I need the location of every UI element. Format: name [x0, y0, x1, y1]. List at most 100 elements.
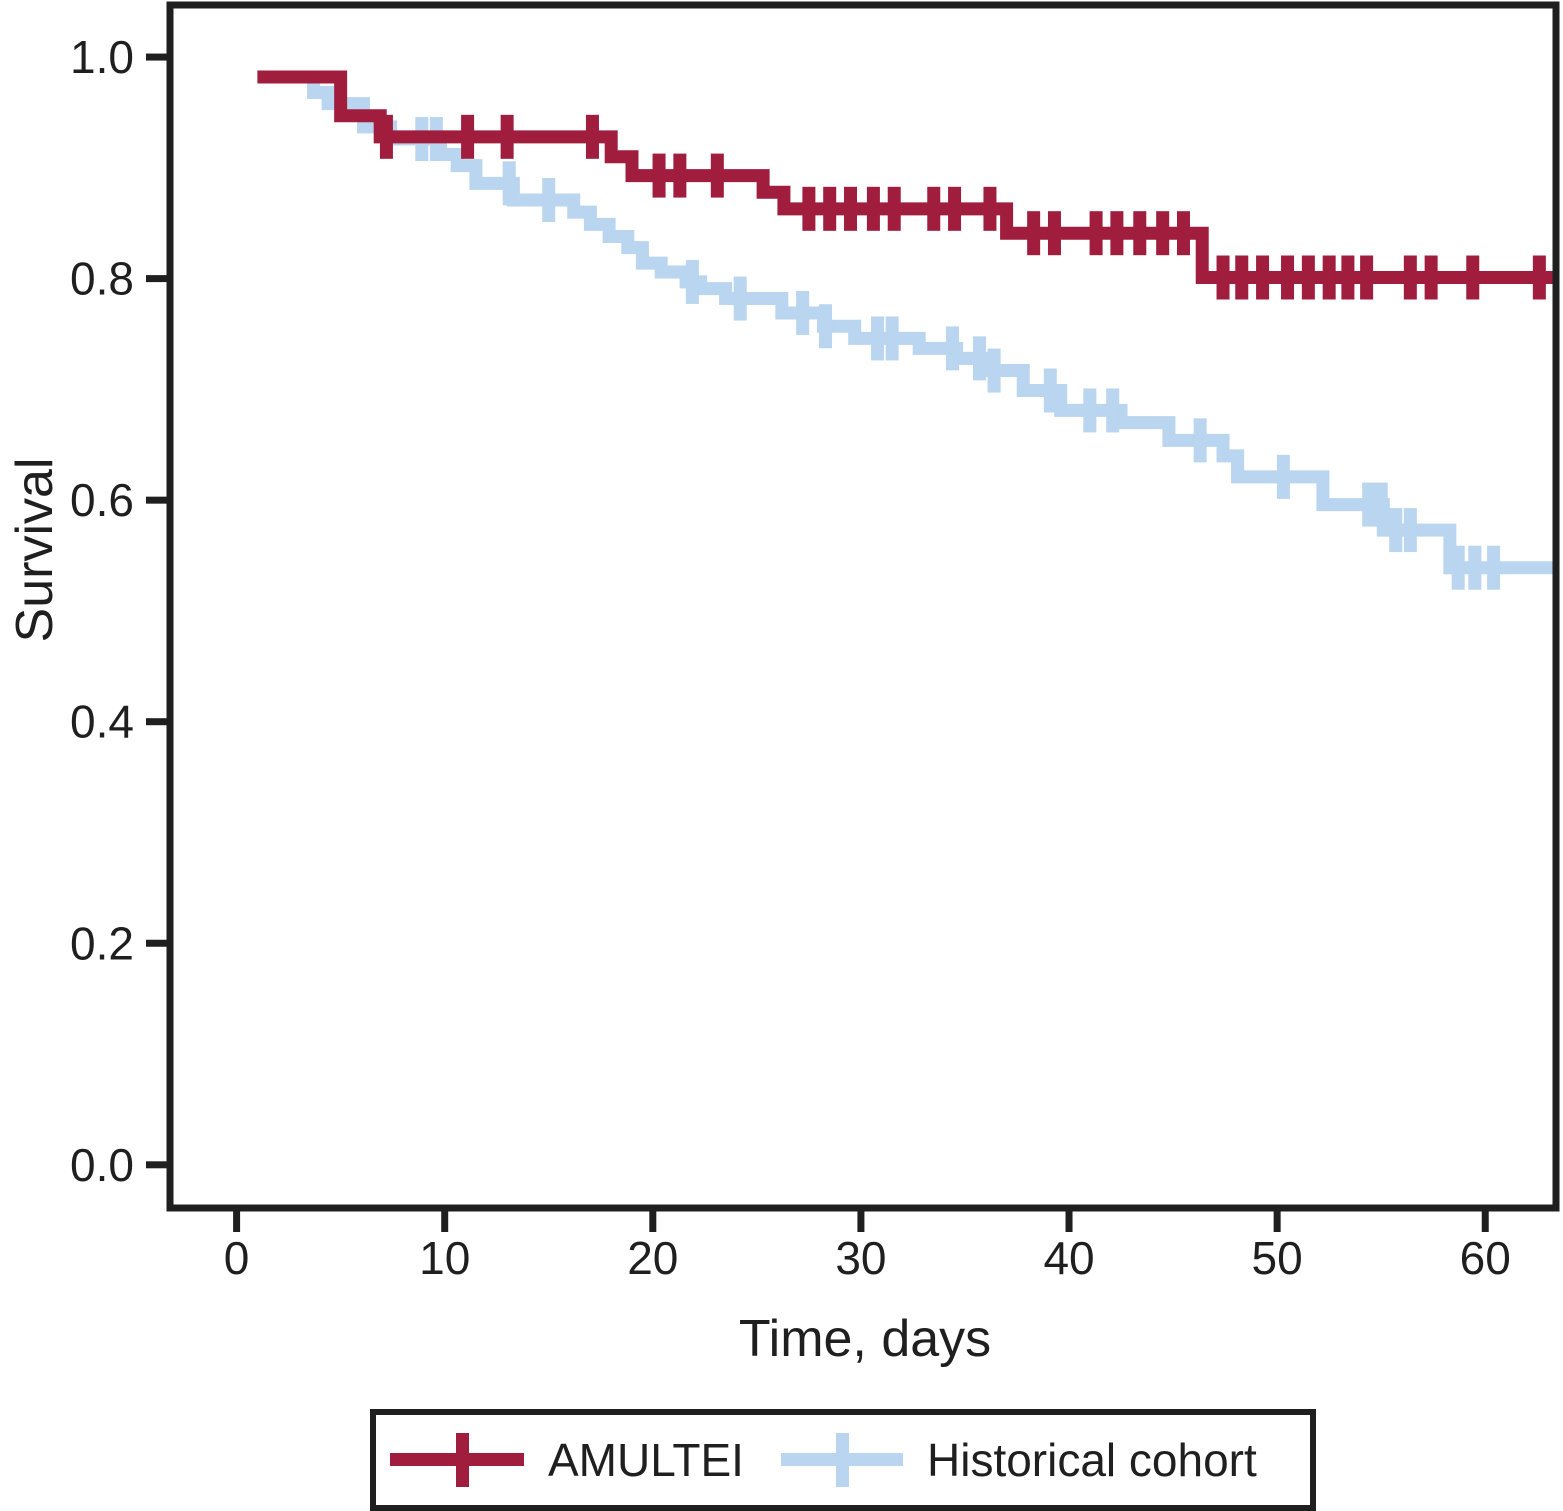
x-tick [649, 1208, 657, 1232]
legend-marker-amultei [390, 1433, 524, 1487]
x-tick-label: 30 [835, 1232, 886, 1284]
censor-tick-amultei [1341, 255, 1355, 300]
plot-border [166, 1, 1560, 1212]
x-axis: 0 10 20 30 40 50 60 [224, 1208, 1511, 1284]
legend: AMULTEI Historical cohort [370, 1409, 1316, 1511]
censor-tick-amultei [844, 186, 858, 231]
censor-tick-historical-cohort [1403, 508, 1417, 553]
survival-curve-amultei [257, 70, 1556, 285]
censor-tick-amultei [461, 114, 475, 159]
x-tick-label: 60 [1460, 1232, 1511, 1284]
y-tick-label: 0.0 [70, 1139, 134, 1191]
x-tick [1481, 1208, 1489, 1232]
censor-tick-amultei [823, 186, 837, 231]
x-tick [1065, 1208, 1073, 1232]
censor-tick-historical-cohort [1193, 418, 1207, 463]
x-tick-label: 40 [1043, 1232, 1094, 1284]
censor-tick-amultei [948, 186, 962, 231]
censor-tick-historical-cohort [502, 161, 516, 206]
censor-tick-historical-cohort [885, 316, 899, 361]
x-axis-title: Time, days [739, 1310, 991, 1368]
censor-tick-historical-cohort [987, 348, 1001, 393]
y-axis-title: Survival [6, 458, 64, 643]
censor-tick-amultei [1360, 255, 1374, 300]
censor-tick-amultei [927, 186, 941, 231]
y-tick [146, 53, 170, 61]
censor-tick-historical-cohort [1374, 482, 1388, 527]
censor-tick-amultei [887, 186, 901, 231]
legend-censor-icon-historical-cohort [836, 1433, 849, 1487]
x-tick-label: 0 [224, 1232, 250, 1284]
y-tick [146, 275, 170, 283]
censor-tick-historical-cohort [819, 304, 833, 349]
censor-tick-historical-cohort [1083, 388, 1097, 433]
censor-tick-amultei [983, 186, 997, 231]
censor-tick-amultei [1216, 255, 1230, 300]
y-tick-label: 0.6 [70, 474, 134, 526]
censor-tick-historical-cohort [973, 336, 987, 381]
censor-tick-amultei [1235, 255, 1249, 300]
y-tick [146, 1161, 170, 1169]
censor-tick-amultei [1424, 255, 1438, 300]
censor-tick-historical-cohort [945, 326, 959, 371]
censor-tick-amultei [1256, 255, 1270, 300]
x-tick [233, 1208, 241, 1232]
censor-tick-amultei [585, 114, 599, 159]
censor-tick-amultei [710, 153, 724, 198]
censor-tick-historical-cohort [1389, 508, 1403, 553]
censor-tick-amultei [1301, 255, 1315, 300]
censor-tick-historical-cohort [1451, 545, 1465, 590]
y-axis: 0.0 0.2 0.4 0.6 0.8 1.0 [70, 31, 170, 1191]
y-tick [146, 496, 170, 504]
censor-tick-amultei [1532, 255, 1546, 300]
censor-tick-amultei [802, 186, 816, 231]
censor-tick-amultei [500, 114, 514, 159]
censor-tick-historical-cohort [685, 259, 699, 304]
censor-tick-historical-cohort [1276, 454, 1290, 499]
x-tick [441, 1208, 449, 1232]
censor-tick-amultei [1027, 211, 1041, 256]
y-tick-label: 0.2 [70, 917, 134, 969]
x-tick-label: 50 [1252, 1232, 1303, 1284]
y-tick-label: 0.8 [70, 253, 134, 305]
legend-marker-historical-cohort [781, 1433, 903, 1487]
censor-tick-amultei [673, 153, 687, 198]
x-tick-label: 20 [627, 1232, 678, 1284]
x-tick-label: 10 [419, 1232, 470, 1284]
survival-curve-historical-cohort [257, 70, 1556, 575]
censor-tick-amultei [1281, 255, 1295, 300]
censor-tick-historical-cohort [1106, 388, 1120, 433]
censor-tick-historical-cohort [871, 316, 885, 361]
censor-tick-historical-cohort [1362, 482, 1376, 527]
y-tick [146, 939, 170, 947]
censor-tick-historical-cohort [1043, 368, 1057, 413]
censor-tick-historical-cohort [1468, 545, 1482, 590]
censor-tick-amultei [1133, 211, 1147, 256]
censor-tick-amultei [652, 153, 666, 198]
censor-tick-amultei [1403, 255, 1417, 300]
censor-tick-historical-cohort [542, 177, 556, 222]
x-tick [857, 1208, 865, 1232]
x-tick [1273, 1208, 1281, 1232]
censor-tick-amultei [866, 186, 880, 231]
legend-label-historical-cohort: Historical cohort [927, 1434, 1257, 1486]
censor-tick-historical-cohort [1487, 545, 1501, 590]
curves [257, 70, 1556, 590]
censor-tick-historical-cohort [733, 276, 747, 321]
y-tick [146, 718, 170, 726]
censor-tick-amultei [1466, 255, 1480, 300]
legend-censor-icon-amultei [456, 1433, 469, 1487]
legend-label-amultei: AMULTEI [548, 1434, 744, 1486]
y-tick-label: 0.4 [70, 696, 134, 748]
censor-tick-amultei [1322, 255, 1336, 300]
censor-tick-amultei [1176, 211, 1190, 256]
censor-tick-amultei [1156, 211, 1170, 256]
censor-tick-amultei [1110, 211, 1124, 256]
censor-tick-amultei [1047, 211, 1061, 256]
censor-tick-amultei [1089, 211, 1103, 256]
y-tick-label: 1.0 [70, 31, 134, 83]
censor-tick-amultei [379, 114, 393, 159]
censor-tick-historical-cohort [796, 290, 810, 335]
